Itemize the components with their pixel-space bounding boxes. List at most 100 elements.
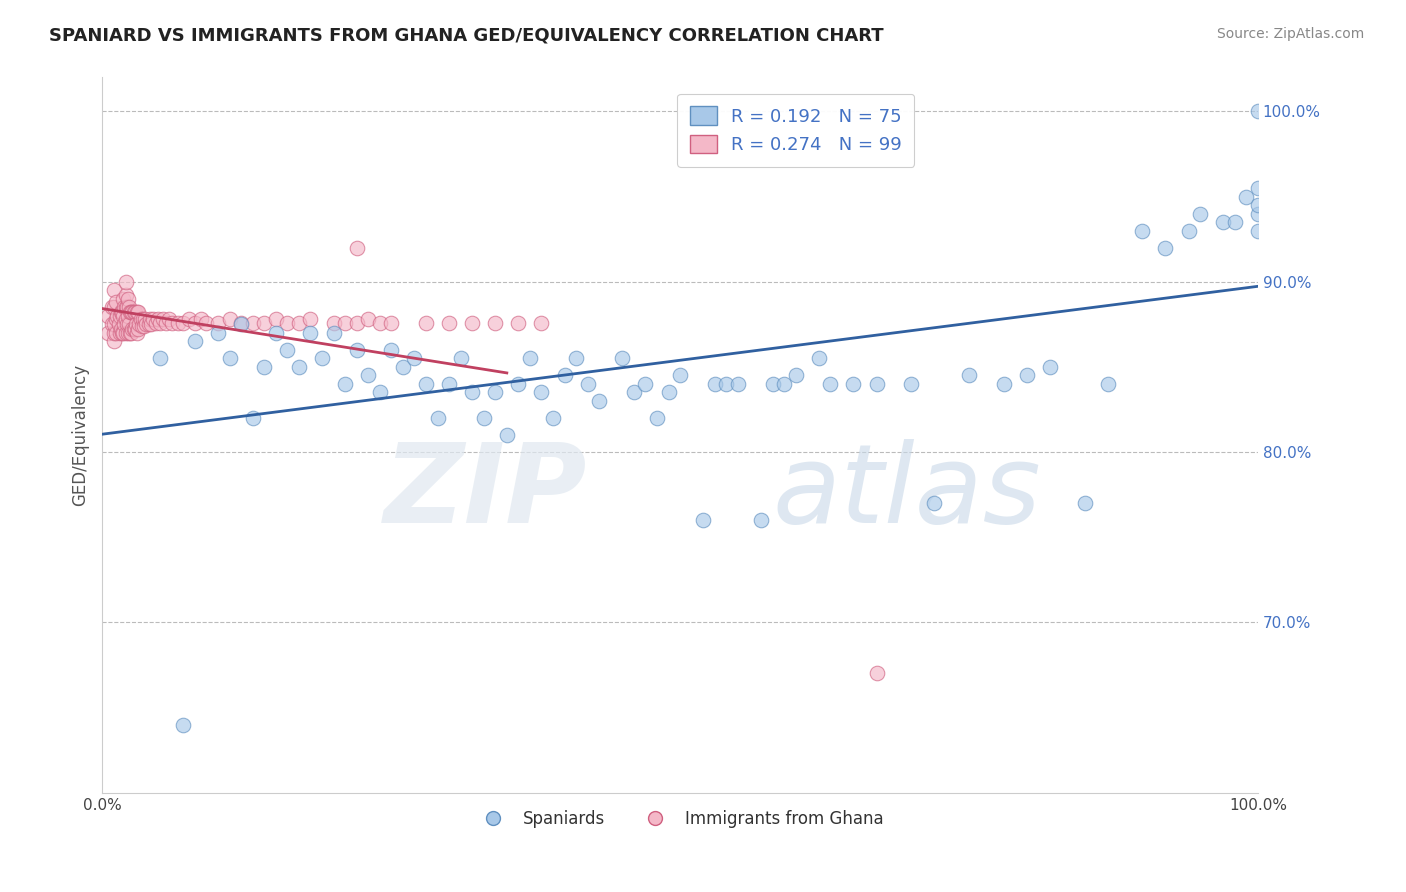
Point [184, 334, 207, 349]
Point [530, 385, 553, 400]
Point [541, 411, 564, 425]
Point [139, 312, 162, 326]
Point [118, 301, 141, 315]
Point [333, 376, 356, 391]
Point [120, 305, 142, 319]
Point [311, 351, 333, 366]
Point [357, 368, 380, 383]
Point [105, 326, 128, 340]
Point [129, 312, 152, 326]
Point [117, 309, 139, 323]
Point [1234, 189, 1257, 203]
Point [172, 717, 194, 731]
Point [1247, 207, 1270, 221]
Point [1097, 376, 1119, 391]
Point [97, 326, 120, 340]
Point [122, 305, 145, 319]
Point [152, 312, 174, 326]
Point [218, 351, 240, 366]
Point [1073, 496, 1095, 510]
Point [415, 316, 437, 330]
Point [472, 411, 495, 425]
Point [108, 309, 131, 323]
Point [97, 309, 120, 323]
Point [1247, 181, 1270, 195]
Point [588, 394, 610, 409]
Point [299, 326, 322, 340]
Point [218, 312, 240, 326]
Point [749, 513, 772, 527]
Point [114, 301, 136, 315]
Point [264, 326, 287, 340]
Text: SPANIARD VS IMMIGRANTS FROM GHANA GED/EQUIVALENCY CORRELATION CHART: SPANIARD VS IMMIGRANTS FROM GHANA GED/EQ… [49, 27, 884, 45]
Point [145, 316, 167, 330]
Point [127, 326, 149, 340]
Point [1189, 207, 1212, 221]
Point [380, 316, 402, 330]
Point [1247, 104, 1270, 119]
Point [276, 343, 298, 357]
Point [807, 351, 830, 366]
Point [135, 318, 157, 332]
Point [437, 316, 460, 330]
Point [207, 316, 229, 330]
Point [703, 376, 725, 391]
Point [900, 376, 922, 391]
Point [865, 376, 887, 391]
Point [112, 326, 135, 340]
Point [114, 326, 136, 340]
Point [426, 411, 449, 425]
Point [242, 316, 264, 330]
Point [993, 376, 1015, 391]
Point [124, 305, 146, 319]
Point [160, 316, 183, 330]
Point [127, 305, 149, 319]
Point [576, 376, 599, 391]
Point [112, 318, 135, 332]
Point [865, 666, 887, 681]
Point [100, 301, 122, 315]
Point [924, 496, 946, 510]
Point [142, 312, 165, 326]
Point [437, 376, 460, 391]
Point [1154, 241, 1177, 255]
Point [139, 318, 162, 332]
Point [120, 326, 142, 340]
Point [1130, 224, 1153, 238]
Point [121, 322, 143, 336]
Point [288, 316, 311, 330]
Point [110, 322, 132, 336]
Point [108, 326, 131, 340]
Point [727, 376, 749, 391]
Point [117, 292, 139, 306]
Point [111, 326, 134, 340]
Point [669, 368, 692, 383]
Point [107, 309, 129, 323]
Point [1177, 224, 1199, 238]
Point [761, 376, 783, 391]
Point [392, 359, 415, 374]
Point [127, 322, 149, 336]
Point [120, 326, 142, 340]
Point [242, 411, 264, 425]
Point [118, 318, 141, 332]
Point [229, 316, 252, 330]
Point [114, 275, 136, 289]
Point [105, 312, 128, 326]
Point [132, 319, 155, 334]
Point [134, 312, 156, 326]
Point [253, 316, 276, 330]
Point [107, 318, 129, 332]
Point [195, 316, 218, 330]
Point [276, 316, 298, 330]
Point [190, 312, 212, 326]
Point [380, 343, 402, 357]
Point [530, 316, 553, 330]
Point [1223, 215, 1246, 229]
Point [112, 301, 135, 315]
Point [128, 318, 150, 332]
Point [117, 326, 139, 340]
Point [450, 351, 472, 366]
Point [716, 376, 738, 391]
Point [155, 316, 177, 330]
